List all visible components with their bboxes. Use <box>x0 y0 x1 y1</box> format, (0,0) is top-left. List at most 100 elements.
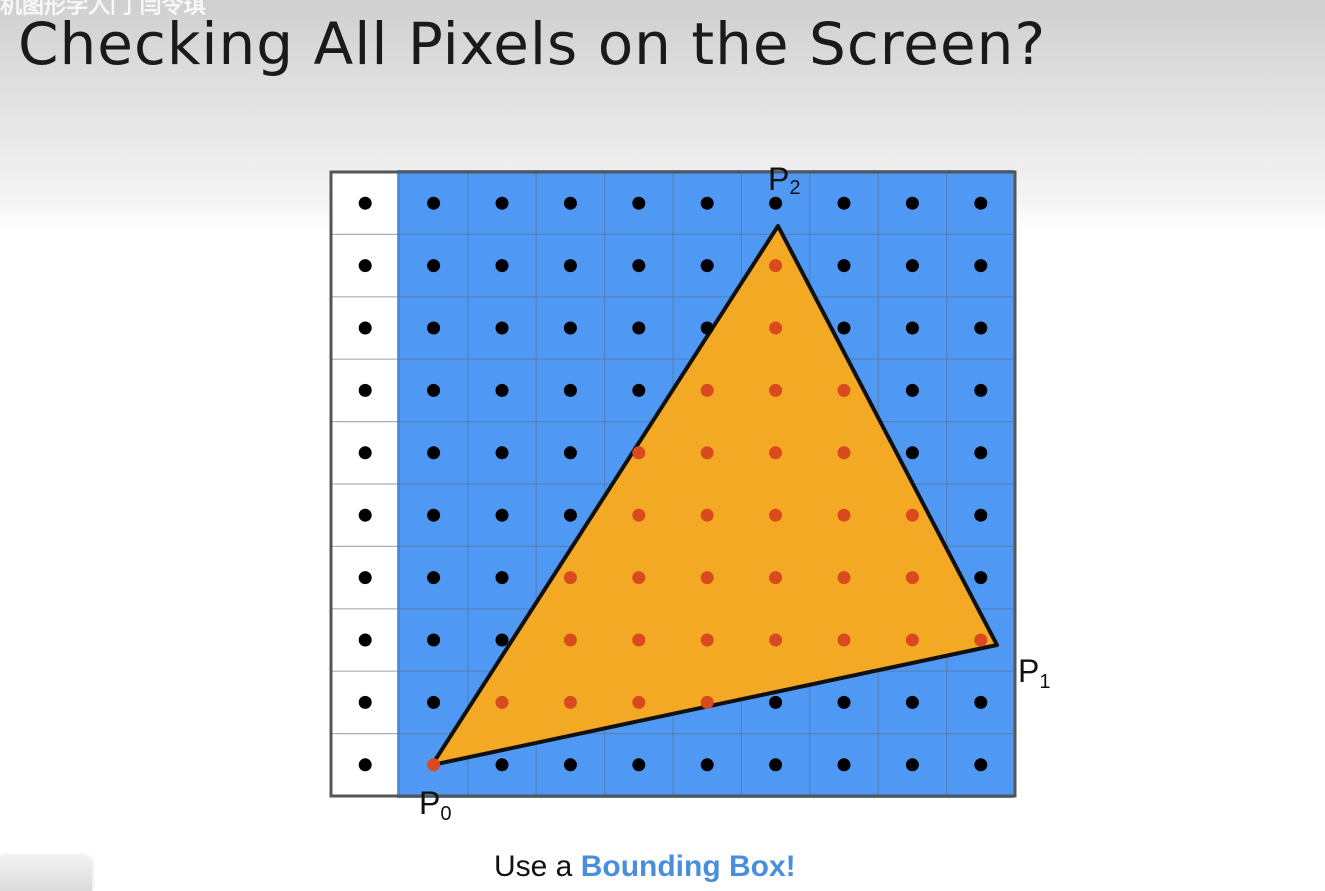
sample-dot-inside <box>905 571 919 585</box>
sample-dot-outside <box>974 508 988 522</box>
sample-dot-inside <box>495 695 509 709</box>
sample-dot-inside <box>837 383 851 397</box>
bounding-box-caption: Use a Bounding Box! <box>494 850 796 884</box>
sample-dot-outside <box>563 446 577 460</box>
watermark-caption: 机图形学入门 闫令琪 <box>0 0 206 19</box>
sample-dot-outside <box>905 695 919 709</box>
sample-dot-outside <box>358 633 372 647</box>
sample-dot-inside <box>632 571 646 585</box>
sample-dot-outside <box>632 259 646 273</box>
sample-dot-outside <box>905 383 919 397</box>
sample-dot-outside <box>905 259 919 273</box>
sample-dot-inside <box>700 446 714 460</box>
sample-dot-inside <box>837 446 851 460</box>
sample-dot-outside <box>905 321 919 335</box>
sample-dot-outside <box>769 695 783 709</box>
sample-dot-outside <box>905 446 919 460</box>
sample-dot-outside <box>495 196 509 210</box>
caption-highlight: Bounding Box! <box>580 850 796 883</box>
caption-prefix: Use a <box>494 850 581 883</box>
sample-dot-inside <box>563 633 577 647</box>
sample-dot-outside <box>905 196 919 210</box>
sample-dot-inside <box>563 695 577 709</box>
sample-dot-inside <box>632 633 646 647</box>
sample-dot-outside <box>974 383 988 397</box>
sample-dot-inside <box>700 571 714 585</box>
sample-dot-outside <box>495 259 509 273</box>
sample-dot-outside <box>427 508 441 522</box>
sample-dot-inside <box>563 571 577 585</box>
sample-dot-inside <box>700 383 714 397</box>
sample-dot-outside <box>563 196 577 210</box>
sample-dot-outside <box>358 383 372 397</box>
sample-dot-outside <box>563 383 577 397</box>
sample-dot-inside <box>974 633 988 647</box>
vertex-label-p0: P0 <box>419 785 451 825</box>
vertex-label-p1: P1 <box>1018 653 1050 693</box>
sample-dot-outside <box>358 571 372 585</box>
sample-dot-inside <box>905 508 919 522</box>
sample-dot-inside <box>769 259 783 273</box>
sample-dot-outside <box>427 383 441 397</box>
sample-dot-outside <box>837 758 851 772</box>
sample-dot-outside <box>905 758 919 772</box>
corner-thumbnail <box>0 856 92 891</box>
sample-dot-outside <box>700 321 714 335</box>
sample-dot-outside <box>700 758 714 772</box>
sample-dot-outside <box>358 259 372 273</box>
sample-dot-outside <box>495 321 509 335</box>
sample-dot-outside <box>358 758 372 772</box>
sample-dot-inside <box>769 383 783 397</box>
sample-dot-outside <box>427 633 441 647</box>
sample-dot-outside <box>427 571 441 585</box>
sample-dot-outside <box>632 758 646 772</box>
sample-dot-inside <box>769 571 783 585</box>
sample-dot-outside <box>358 196 372 210</box>
sample-dot-outside <box>769 196 783 210</box>
sample-dot-outside <box>974 446 988 460</box>
screen-border <box>329 170 1017 798</box>
sample-dot-outside <box>974 571 988 585</box>
sample-dot-outside <box>837 196 851 210</box>
sample-dot-outside <box>427 695 441 709</box>
sample-dot-inside <box>905 633 919 647</box>
sample-dot-outside <box>358 695 372 709</box>
sample-dot-inside <box>632 446 646 460</box>
sample-dot-inside <box>769 321 783 335</box>
slide-title: Checking All Pixels on the Screen? <box>18 10 1047 78</box>
sample-dot-outside <box>974 259 988 273</box>
sample-dot-outside <box>563 259 577 273</box>
sample-dot-inside <box>837 633 851 647</box>
sample-dot-inside <box>837 508 851 522</box>
sample-dot-outside <box>700 259 714 273</box>
sample-dot-outside <box>563 321 577 335</box>
sample-dot-outside <box>632 196 646 210</box>
sample-dot-outside <box>495 508 509 522</box>
sample-dot-outside <box>632 383 646 397</box>
sample-dot-inside <box>769 508 783 522</box>
sample-dot-outside <box>358 321 372 335</box>
sample-dot-outside <box>974 695 988 709</box>
sample-dot-outside <box>495 383 509 397</box>
sample-dot-outside <box>495 446 509 460</box>
sample-dot-outside <box>563 508 577 522</box>
sample-dot-inside <box>700 508 714 522</box>
sample-dot-inside <box>700 633 714 647</box>
sample-dot-outside <box>427 446 441 460</box>
sample-dot-outside <box>495 633 509 647</box>
sample-dot-outside <box>358 508 372 522</box>
sample-dot-inside <box>837 571 851 585</box>
sample-dot-outside <box>427 196 441 210</box>
sample-dot-outside <box>700 196 714 210</box>
sample-dot-outside <box>974 758 988 772</box>
sample-dot-inside <box>769 633 783 647</box>
sample-dot-outside <box>427 259 441 273</box>
sample-dot-outside <box>358 446 372 460</box>
triangle <box>430 224 999 767</box>
sample-dot-inside <box>769 446 783 460</box>
sample-dot-outside <box>837 321 851 335</box>
sample-dot-outside <box>974 321 988 335</box>
sample-dot-outside <box>632 321 646 335</box>
sample-dot-inside <box>427 758 441 772</box>
